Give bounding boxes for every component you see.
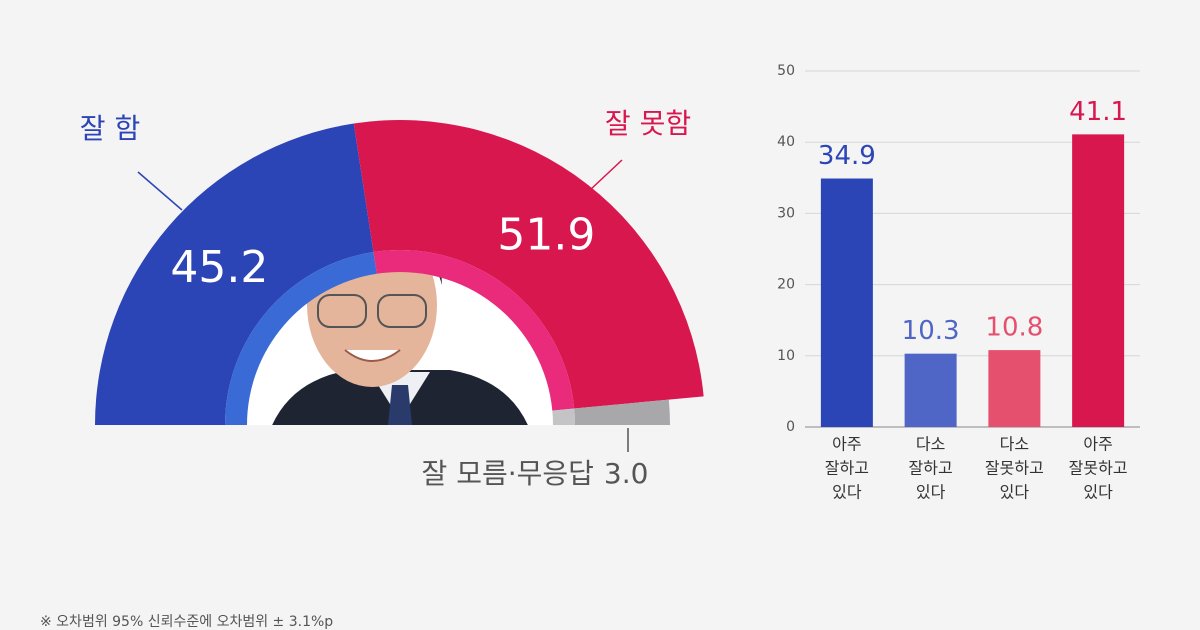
value-label: 45.2 bbox=[170, 242, 268, 293]
x-tick-label: 잘하고 bbox=[909, 459, 953, 478]
bar bbox=[1072, 134, 1125, 428]
value-label: 41.1 bbox=[1069, 97, 1127, 127]
value-label: 10.3 bbox=[902, 316, 960, 346]
x-tick-label: 있다 bbox=[1000, 483, 1030, 502]
leader-line bbox=[589, 159, 623, 191]
portrait-glasses bbox=[317, 294, 367, 328]
donut-segment bbox=[574, 399, 670, 425]
x-tick-label: 다소 bbox=[1000, 435, 1029, 454]
bar bbox=[820, 178, 873, 427]
category-name: 잘 모름·무응답 bbox=[422, 457, 594, 490]
category-label: 잘 함 bbox=[80, 112, 140, 145]
y-tick-label: 10 bbox=[777, 348, 795, 364]
value-label: 3.0 bbox=[604, 457, 649, 490]
donut-inner-ring bbox=[373, 249, 575, 411]
x-tick-label: 있다 bbox=[916, 483, 946, 502]
value-label: 51.9 bbox=[497, 209, 595, 260]
y-tick-label: 20 bbox=[777, 277, 795, 293]
donut-segment bbox=[353, 120, 704, 409]
y-tick-label: 40 bbox=[777, 134, 795, 150]
donut-segment bbox=[95, 123, 374, 425]
portrait-glasses bbox=[377, 294, 427, 328]
leader-line bbox=[137, 171, 183, 211]
bar bbox=[988, 350, 1041, 427]
x-tick-label: 잘못하고 bbox=[1069, 459, 1128, 478]
x-tick-label: 있다 bbox=[832, 483, 862, 502]
donut-inner-ring bbox=[552, 408, 575, 425]
donut-inner-ring bbox=[225, 252, 377, 425]
category-label: 잘 못함 bbox=[605, 107, 691, 140]
portrait-smile bbox=[344, 349, 401, 362]
category-label: 잘 모름·무응답 3.0 bbox=[422, 457, 649, 490]
value-label: 10.8 bbox=[985, 313, 1043, 343]
y-tick-label: 30 bbox=[777, 205, 795, 221]
y-tick-label: 50 bbox=[777, 63, 795, 79]
footnote: ※ 오차범위 95% 신뢰수준에 오차범위 ± 3.1%p bbox=[40, 614, 333, 630]
x-tick-label: 아주 bbox=[832, 435, 861, 454]
x-tick-label: 있다 bbox=[1083, 483, 1113, 502]
portrait-tie bbox=[388, 385, 412, 425]
portrait-face bbox=[307, 270, 437, 387]
x-tick-label: 잘하고 bbox=[825, 459, 869, 478]
x-tick-label: 아주 bbox=[1083, 435, 1112, 454]
value-label: 34.9 bbox=[818, 141, 876, 171]
x-tick-label: 잘못하고 bbox=[985, 459, 1044, 478]
bar bbox=[904, 353, 957, 427]
x-tick-label: 다소 bbox=[916, 435, 945, 454]
y-tick-label: 0 bbox=[786, 419, 795, 435]
